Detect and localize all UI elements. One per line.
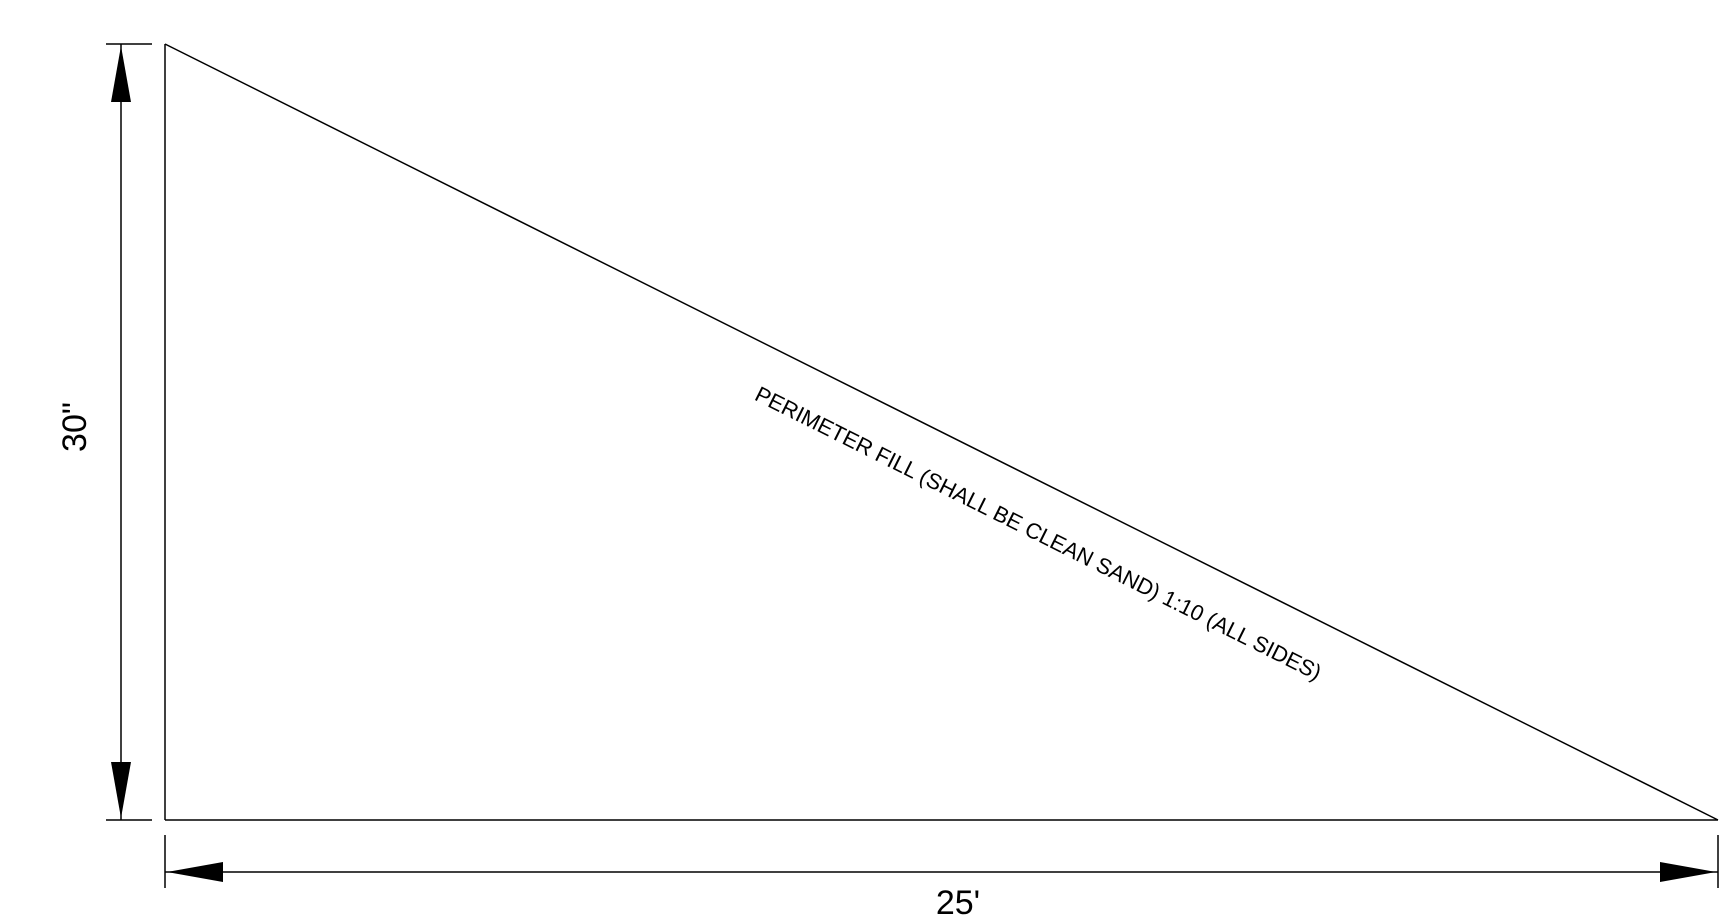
height-arrow-bottom-icon	[111, 762, 131, 818]
height-dimension-label: 30"	[56, 402, 94, 452]
triangle-slope-hypotenuse	[164, 43, 1719, 821]
length-dimension-label: 25'	[936, 884, 980, 922]
height-arrow-top-icon	[111, 46, 131, 102]
length-arrow-right-icon	[1660, 862, 1716, 882]
length-arrow-left-icon	[167, 862, 223, 882]
slope-note-label: PERIMETER FILL (SHALL BE CLEAN SAND) 1:1…	[751, 381, 1325, 685]
